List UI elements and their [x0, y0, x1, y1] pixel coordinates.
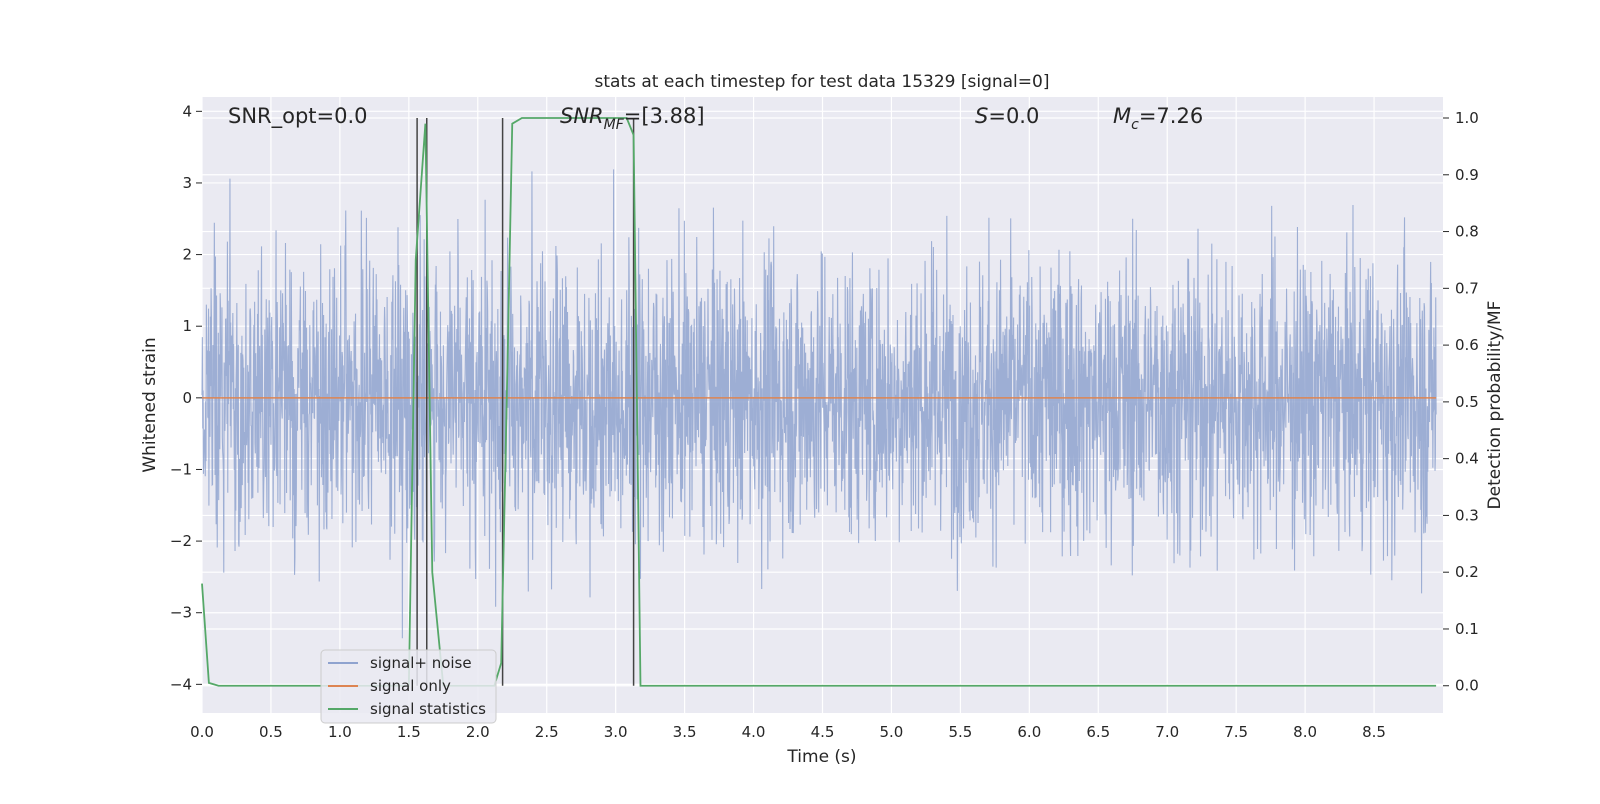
x-tick-label: 2.0: [466, 723, 490, 741]
x-tick-label: 1.0: [328, 723, 352, 741]
x-tick-label: 7.0: [1155, 723, 1179, 741]
snr-mf-annotation: SNRMF=[3.88]: [560, 104, 705, 133]
x-tick-label: 3.5: [673, 723, 697, 741]
s-value: =0.0: [988, 104, 1039, 128]
y-right-tick-label: 0.1: [1455, 620, 1479, 638]
x-axis-label: Time (s): [786, 747, 856, 767]
x-tick-label: 0.0: [190, 723, 214, 741]
y-left-tick-label: −1: [170, 460, 192, 478]
y-left-tick-label: −2: [170, 532, 192, 550]
x-tick-label: 2.5: [535, 723, 559, 741]
mc-value: =7.26: [1139, 104, 1203, 128]
legend-label-signal-only: signal only: [370, 677, 451, 695]
snr-opt-annotation: SNR_opt=0.0: [228, 104, 368, 129]
x-ticks: 0.0 0.5 1.0 1.5 2.0 2.5 3.0 3.5 4.0 4.5 5.0 5.5 6.0 6…: [190, 723, 1386, 741]
y-right-tick-label: 0.2: [1455, 563, 1479, 581]
y-left-tick-label: 1: [182, 317, 192, 335]
x-tick-label: 6.5: [1086, 723, 1110, 741]
y-left-axis-label: Whitened strain: [140, 337, 160, 472]
noise-line: [201, 169, 1437, 639]
chart-title: stats at each timestep for test data 153…: [595, 72, 1050, 92]
x-tick-label: 4.5: [811, 723, 835, 741]
y-right-tick-label: 0.6: [1455, 336, 1479, 354]
y-left-tick-label: 4: [182, 102, 192, 120]
x-tick-label: 7.5: [1224, 723, 1248, 741]
y-right-tick-label: 0.5: [1455, 393, 1479, 411]
x-tick-label: 5.5: [948, 723, 972, 741]
y-left-tick-label: −3: [170, 604, 192, 622]
legend-label-statistics: signal statistics: [370, 700, 486, 718]
y-right-axis-label: Detection probability/MF: [1485, 301, 1505, 510]
y-left-tick-label: 2: [182, 246, 192, 264]
x-tick-label: 0.5: [259, 723, 283, 741]
s-symbol: S: [975, 104, 988, 128]
mc-main: M: [1113, 104, 1131, 128]
legend-label-noise: signal+ noise: [370, 654, 472, 672]
y-right-tick-label: 1.0: [1455, 109, 1479, 127]
x-tick-label: 8.0: [1293, 723, 1317, 741]
y-right-tick-label: 0.3: [1455, 506, 1479, 524]
snr-mf-main: SNR: [560, 104, 604, 128]
mc-sub: c: [1131, 117, 1139, 133]
snr-mf-sub: MF: [604, 117, 625, 133]
y-right-tick-label: 0.0: [1455, 677, 1479, 695]
y-left-ticks: −4 −3 −2 −1 0 1 2 3 4: [170, 102, 202, 693]
y-left-tick-label: −4: [170, 675, 192, 693]
mc-annotation: Mc=7.26: [1113, 104, 1203, 133]
snr-mf-value: =[3.88]: [624, 104, 705, 128]
s-annotation: S=0.0: [975, 104, 1039, 128]
y-right-ticks: 0.0 0.1 0.2 0.3 0.4 0.5 0.6 0.7 0.8 0.9 1.0: [1443, 109, 1479, 695]
x-tick-label: 1.5: [397, 723, 421, 741]
x-tick-label: 6.0: [1017, 723, 1041, 741]
y-right-tick-label: 0.9: [1455, 166, 1479, 184]
x-tick-label: 3.0: [604, 723, 628, 741]
legend-box: [320, 649, 497, 724]
noise-series: [201, 169, 1437, 639]
y-left-tick-label: 3: [182, 174, 192, 192]
legend: signal+ noise signal only signal statist…: [320, 649, 497, 724]
y-right-tick-label: 0.8: [1455, 223, 1479, 241]
x-tick-label: 4.0: [742, 723, 766, 741]
y-left-tick-label: 0: [182, 389, 192, 407]
y-right-tick-label: 0.4: [1455, 450, 1479, 468]
x-tick-label: 8.5: [1362, 723, 1386, 741]
x-tick-label: 5.0: [880, 723, 904, 741]
y-right-tick-label: 0.7: [1455, 279, 1479, 297]
